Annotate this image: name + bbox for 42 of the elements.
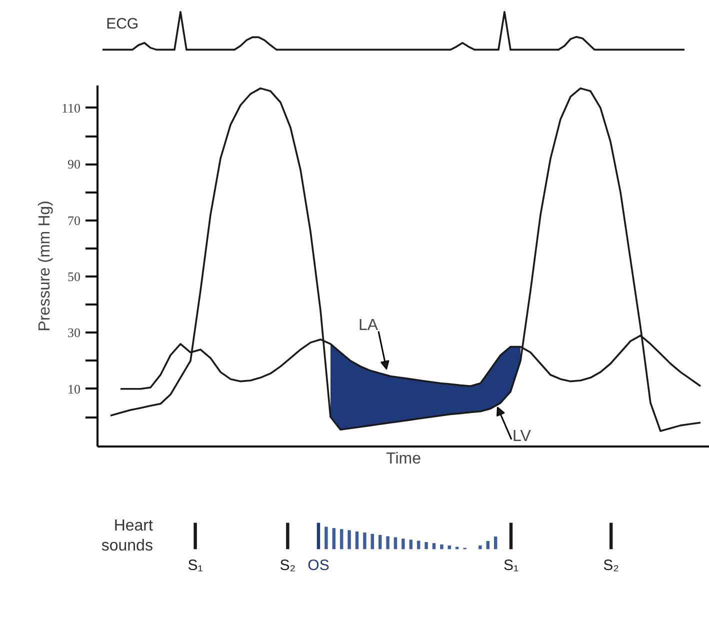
y-axis-title: Pressure (mm Hg) [36,200,54,332]
series-label: LA [358,317,378,334]
bar [394,537,398,550]
y-tick-label: 50 [68,269,80,284]
bar [324,526,328,550]
bar [386,536,390,550]
bar [286,522,290,550]
y-tick-label: 110 [61,100,81,116]
bar [478,545,482,550]
bar [378,534,382,550]
bar [348,530,351,550]
bar [509,522,513,550]
x-tick-label: OS [308,557,330,574]
bar [332,528,336,550]
bar [355,531,359,550]
bar [316,522,320,550]
bar [402,538,405,550]
x-tick-label: S₁ [188,557,203,574]
bar [440,544,444,550]
y-axis-title: Heart sounds [101,517,154,555]
x-axis-title: Time [386,450,422,468]
bar [494,536,498,550]
bar [409,540,413,550]
line-series [110,87,702,432]
bar [340,529,344,550]
y-tick-label: 10 [68,381,80,396]
x-tick-label: S₂ [280,557,296,574]
annotation: ECG [106,16,139,33]
bar [363,532,366,550]
x-tick-label: S₁ [503,557,519,574]
bar [424,542,428,550]
bar [609,522,613,550]
bar [416,540,420,550]
bar [486,540,490,550]
legend-label: LV [512,428,532,446]
y-tick-label: 90 [68,156,80,172]
x-tick-label: S₂ [603,557,620,574]
y-tick-label: 30 [68,325,80,340]
bar [432,543,436,550]
y-tick-label: 70 [68,212,80,228]
bar [370,534,374,550]
bar [194,522,197,550]
